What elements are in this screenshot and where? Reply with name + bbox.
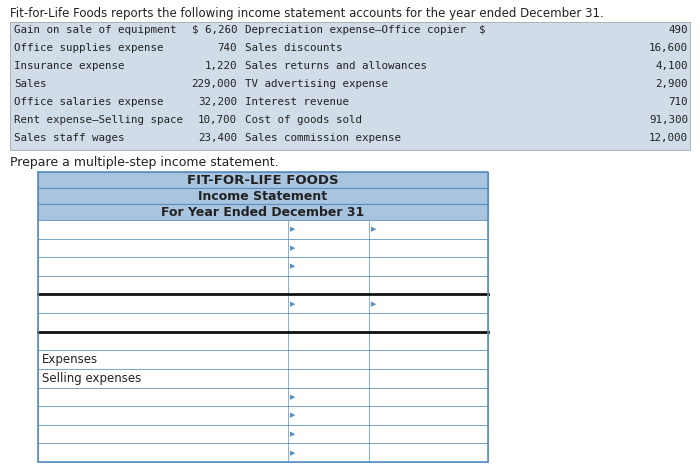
FancyBboxPatch shape [38,388,488,406]
Text: ▶: ▶ [290,264,295,269]
Text: Sales staff wages: Sales staff wages [14,133,125,143]
Text: 229,000: 229,000 [192,79,237,89]
Text: ▶: ▶ [290,227,295,232]
FancyBboxPatch shape [10,22,690,150]
Text: 740: 740 [218,43,237,53]
Text: Insurance expense: Insurance expense [14,61,125,71]
Text: Cost of goods sold: Cost of goods sold [245,115,362,125]
FancyBboxPatch shape [38,443,488,462]
Text: For Year Ended December 31: For Year Ended December 31 [162,205,365,219]
FancyBboxPatch shape [38,313,488,332]
Text: ▶: ▶ [290,431,295,437]
Text: 1,220: 1,220 [204,61,237,71]
Text: ▶: ▶ [290,413,295,418]
FancyBboxPatch shape [38,257,488,276]
Text: Sales discounts: Sales discounts [245,43,342,53]
Text: FIT-FOR-LIFE FOODS: FIT-FOR-LIFE FOODS [187,173,339,187]
FancyBboxPatch shape [38,350,488,369]
Text: ▶: ▶ [290,450,295,456]
Text: Sales returns and allowances: Sales returns and allowances [245,61,427,71]
Text: 4,100: 4,100 [655,61,688,71]
Text: Selling expenses: Selling expenses [42,372,141,385]
FancyBboxPatch shape [38,239,488,257]
Text: Sales commission expense: Sales commission expense [245,133,401,143]
Text: ▶: ▶ [290,394,295,400]
Text: 32,200: 32,200 [198,97,237,107]
FancyBboxPatch shape [38,406,488,425]
Text: 490: 490 [668,25,688,35]
Text: Fit-for-Life Foods reports the following income statement accounts for the year : Fit-for-Life Foods reports the following… [10,7,603,20]
FancyBboxPatch shape [38,220,488,239]
Text: Rent expense–Selling space: Rent expense–Selling space [14,115,183,125]
Text: TV advertising expense: TV advertising expense [245,79,388,89]
Text: 16,600: 16,600 [649,43,688,53]
Text: 10,700: 10,700 [198,115,237,125]
Text: 91,300: 91,300 [649,115,688,125]
Text: Expenses: Expenses [42,353,98,366]
Text: Sales: Sales [14,79,46,89]
FancyBboxPatch shape [38,276,488,295]
FancyBboxPatch shape [38,172,488,188]
Text: Depreciation expense–Office copier  $: Depreciation expense–Office copier $ [245,25,486,35]
Text: ▶: ▶ [371,227,376,232]
FancyBboxPatch shape [38,188,488,204]
Text: ▶: ▶ [290,301,295,307]
Text: Gain on sale of equipment: Gain on sale of equipment [14,25,176,35]
Text: Office supplies expense: Office supplies expense [14,43,164,53]
FancyBboxPatch shape [38,295,488,313]
FancyBboxPatch shape [38,204,488,220]
Text: 710: 710 [668,97,688,107]
FancyBboxPatch shape [38,332,488,350]
Text: Income Statement: Income Statement [198,189,328,203]
Text: Prepare a multiple-step income statement.: Prepare a multiple-step income statement… [10,156,279,169]
Text: 23,400: 23,400 [198,133,237,143]
Text: Interest revenue: Interest revenue [245,97,349,107]
Text: ▶: ▶ [290,245,295,251]
Text: ▶: ▶ [371,301,376,307]
Text: $ 6,260: $ 6,260 [192,25,237,35]
Text: 12,000: 12,000 [649,133,688,143]
FancyBboxPatch shape [38,369,488,388]
Text: Office salaries expense: Office salaries expense [14,97,164,107]
Text: 2,900: 2,900 [655,79,688,89]
FancyBboxPatch shape [38,425,488,443]
